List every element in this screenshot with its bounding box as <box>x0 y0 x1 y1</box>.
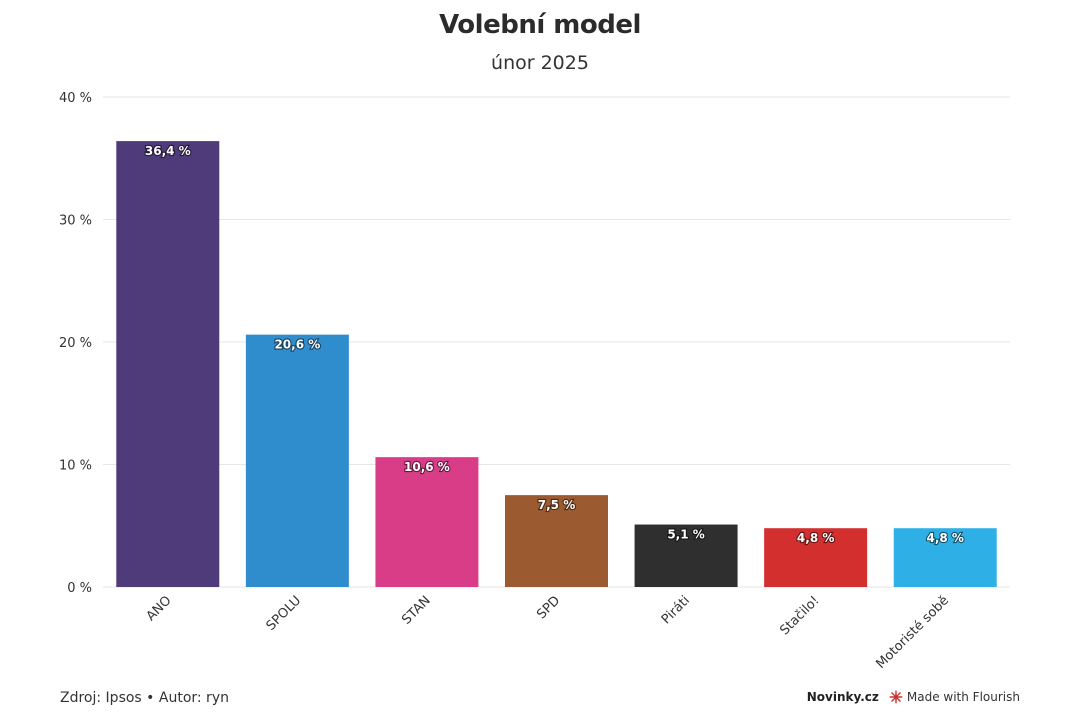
footer-branding: Novinky.cz Made with Flourish <box>807 690 1020 704</box>
bar-pir-ti[interactable] <box>634 524 738 587</box>
flourish-icon <box>889 690 903 704</box>
bars <box>116 141 997 587</box>
y-tick-label: 0 % <box>67 581 92 596</box>
bar-sta-ilo-[interactable] <box>764 528 868 587</box>
bar-motorist-sob-[interactable] <box>893 528 997 587</box>
x-tick-label: Piráti <box>659 593 693 627</box>
bar-value-label: 10,6 % <box>404 460 450 474</box>
x-tick-label: ANO <box>144 593 175 624</box>
source-credit: Zdroj: Ipsos • Autor: ryn <box>60 690 229 706</box>
bar-value-label: 36,4 % <box>145 144 191 158</box>
chart-title: Volební model <box>439 10 641 40</box>
y-tick-label: 30 % <box>59 214 92 229</box>
bar-stan[interactable] <box>375 457 479 587</box>
bar-value-label: 4,8 % <box>926 531 963 545</box>
bar-value-label: 20,6 % <box>274 338 320 352</box>
x-tick-label: STAN <box>399 593 434 628</box>
x-tick-label: SPD <box>534 593 563 622</box>
bar-spolu[interactable] <box>245 334 349 587</box>
y-tick-labels: 0 % 10 % 20 % 30 % 40 % <box>59 91 92 596</box>
chart-subtitle: únor 2025 <box>491 52 589 74</box>
brand-logo: Novinky.cz <box>806 690 879 704</box>
bar-ano[interactable] <box>116 141 220 587</box>
x-tick-label: Stačilo! <box>777 593 822 638</box>
bar-spd[interactable] <box>505 495 608 587</box>
bar-value-labels: 36,4 % 20,6 % 10,6 % 7,5 % 5,1 % 4,8 % 4,8 % <box>144 143 965 546</box>
y-tick-label: 20 % <box>59 336 92 351</box>
bar-value-label: 5,1 % <box>667 528 704 542</box>
y-tick-label: 40 % <box>59 91 92 106</box>
x-tick-label: Motoristé sobě <box>873 593 952 672</box>
bar-chart: 0 % 10 % 20 % 30 % 40 % 36,4 % 20,6 % 10,6 % 7,… <box>59 91 1010 672</box>
made-with-flourish-text: Made with Flourish <box>906 690 1020 704</box>
bar-value-label: 7,5 % <box>538 498 575 512</box>
bar-value-label: 4,8 % <box>797 531 834 545</box>
x-tick-label: SPOLU <box>264 593 305 634</box>
x-tick-labels: ANO SPOLU STAN SPD Piráti Stačilo! Motoristé s… <box>144 593 952 672</box>
y-tick-label: 10 % <box>59 459 92 474</box>
flourish-credit[interactable]: Made with Flourish <box>889 690 1020 704</box>
